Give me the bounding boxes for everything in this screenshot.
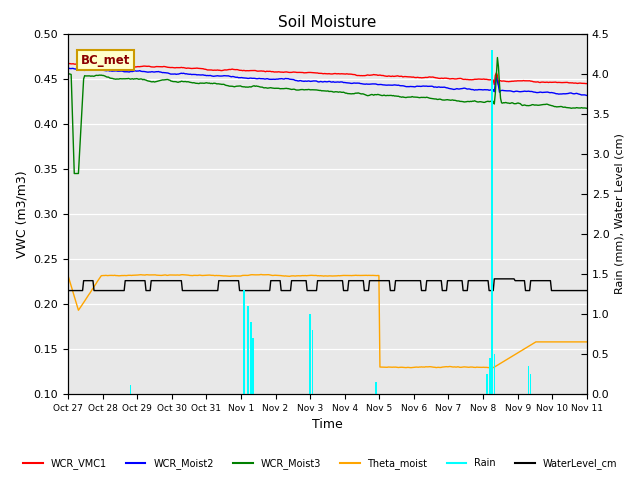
WCR_Moist3 (490, 101, 498, 107)
WCR_Moist2 (346, 80, 354, 86)
Line: Theta_moist: Theta_moist (68, 275, 587, 368)
Bar (530, 374, 531, 394)
WaterLevel_cm (64, 288, 72, 293)
Theta_moist (485, 365, 493, 371)
WCR_Moist3 (64, 71, 72, 77)
Bar (528, 366, 529, 394)
Line: WCR_VMC1: WCR_VMC1 (68, 63, 587, 84)
Bar (243, 290, 244, 394)
Theta_moist (312, 273, 319, 278)
WCR_VMC1 (314, 70, 321, 76)
Theta_moist (257, 272, 265, 277)
Bar (493, 354, 495, 394)
WCR_Moist2 (490, 89, 498, 95)
WaterLevel_cm (373, 278, 381, 284)
WCR_VMC1 (310, 70, 318, 76)
WCR_Moist3 (312, 87, 319, 93)
Theta_moist (346, 273, 354, 278)
WCR_Moist2 (583, 93, 591, 98)
WCR_Moist2 (315, 79, 323, 85)
Title: Soil Moisture: Soil Moisture (278, 15, 376, 30)
Bar (247, 306, 249, 394)
WCR_Moist3 (374, 92, 381, 97)
WaterLevel_cm (314, 278, 321, 284)
Line: WaterLevel_cm: WaterLevel_cm (68, 279, 587, 290)
Bar (312, 330, 313, 394)
Bar (375, 382, 376, 394)
WaterLevel_cm (572, 288, 579, 293)
WCR_VMC1 (490, 77, 497, 83)
Bar (130, 384, 131, 394)
WCR_Moist2 (64, 65, 72, 71)
WCR_Moist2 (374, 82, 381, 87)
Theta_moist (374, 273, 381, 278)
Theta_moist (573, 339, 580, 345)
Bar (252, 338, 254, 394)
WCR_Moist2 (572, 91, 579, 96)
Legend: WCR_VMC1, WCR_Moist2, WCR_Moist3, Theta_moist, Rain, WaterLevel_cm: WCR_VMC1, WCR_Moist2, WCR_Moist3, Theta_… (19, 454, 621, 473)
WCR_Moist2 (312, 78, 319, 84)
Line: WCR_Moist2: WCR_Moist2 (68, 68, 587, 96)
Theta_moist (492, 363, 499, 369)
WCR_Moist3 (70, 170, 78, 176)
WCR_VMC1 (572, 80, 579, 86)
WCR_Moist3 (583, 106, 591, 111)
Y-axis label: Rain (mm), Water Level (cm): Rain (mm), Water Level (cm) (615, 133, 625, 294)
WaterLevel_cm (490, 276, 498, 282)
Line: WCR_Moist3: WCR_Moist3 (68, 58, 587, 173)
WaterLevel_cm (310, 288, 318, 293)
WaterLevel_cm (345, 278, 353, 284)
Theta_moist (64, 273, 72, 278)
Theta_moist (315, 273, 323, 278)
X-axis label: Time: Time (312, 419, 343, 432)
WCR_Moist2 (65, 65, 73, 71)
WaterLevel_cm (583, 288, 591, 293)
WCR_VMC1 (373, 72, 381, 78)
WCR_Moist3 (493, 55, 501, 60)
WCR_VMC1 (583, 81, 591, 86)
Bar (250, 322, 252, 394)
WaterLevel_cm (490, 288, 497, 293)
WCR_VMC1 (345, 71, 353, 77)
WCR_VMC1 (495, 82, 502, 87)
Text: BC_met: BC_met (81, 54, 131, 67)
Y-axis label: VWC (m3/m3): VWC (m3/m3) (15, 170, 28, 258)
WCR_Moist3 (573, 105, 580, 110)
WCR_Moist3 (346, 91, 354, 96)
Theta_moist (583, 339, 591, 345)
Bar (486, 374, 488, 394)
Bar (492, 50, 493, 394)
WCR_Moist3 (315, 87, 323, 93)
Bar (310, 314, 311, 394)
WCR_VMC1 (64, 60, 72, 66)
Bar (490, 358, 491, 394)
